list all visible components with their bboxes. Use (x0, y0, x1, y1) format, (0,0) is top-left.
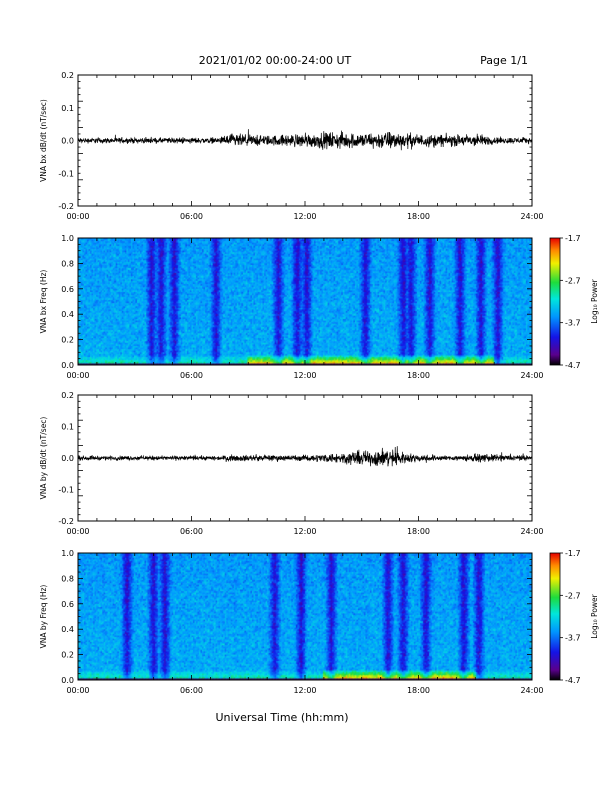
x-tick-label: 18:00 (407, 686, 430, 695)
colorbar-tick-label: -3.7 (565, 634, 581, 643)
y-axis-label: VNA bx Freq (Hz) (39, 270, 48, 334)
colorbar-tick-label: -4.7 (565, 361, 581, 370)
colorbar-tick-label: -1.7 (565, 549, 581, 558)
colorbar-by: -1.7 -2.7 -3.7 -4.7 Log₁₀ Power (549, 549, 599, 685)
colorbar-tick-label: -3.7 (565, 319, 581, 328)
x-tick-label: 06:00 (180, 371, 203, 380)
colorbar-tick-label: -2.7 (565, 591, 581, 600)
plot-frame (77, 394, 533, 522)
x-tick-label: 18:00 (407, 212, 430, 221)
x-tick-label: 18:00 (407, 371, 430, 380)
y-tick-label: 0.1 (61, 423, 74, 432)
colorbar-scale (549, 552, 561, 681)
y-tick-label: 0.4 (61, 310, 74, 319)
x-tick-label: 12:00 (293, 686, 316, 695)
y-axis-label: VNA bx dB/dt (nT/sec) (39, 99, 48, 182)
colorbar-bx: -1.7 -2.7 -3.7 -4.7 Log₁₀ Power (549, 234, 599, 370)
x-tick-label: 12:00 (293, 527, 316, 536)
spectrogram-image (78, 553, 532, 680)
by-spectrogram-panel: 1.0 0.8 0.6 0.4 0.2 0.000:00 06:00 12:00 18:00 24… (39, 549, 544, 695)
plot-frame (77, 237, 533, 366)
by-dbdt-panel: 0.2 0.1 0.0 -0.1 -0.200:00 06:00 12:00 18:00 24:… (39, 391, 544, 536)
y-axis-label: VNA by dB/dt (nT/sec) (39, 417, 48, 500)
y-tick-label: -0.1 (58, 486, 74, 495)
x-tick-label: 06:00 (180, 527, 203, 536)
plot-frame (77, 552, 533, 681)
y-tick-label: -0.1 (58, 169, 74, 178)
x-tick-label: 06:00 (180, 686, 203, 695)
bx-spectrogram-panel: 1.0 0.8 0.6 0.4 0.2 0.000:00 06:00 12:00 18:00 24… (39, 234, 544, 380)
x-tick-label: 24:00 (520, 212, 543, 221)
colorbar-label: Log₁₀ Power (590, 278, 599, 323)
colorbar-tick-label: -4.7 (565, 676, 581, 685)
y-tick-label: 0.6 (61, 600, 74, 609)
y-tick-label: 0.0 (61, 676, 74, 685)
x-tick-label: 12:00 (293, 212, 316, 221)
colorbar-tick-label: -1.7 (565, 234, 581, 243)
y-tick-label: 0.0 (61, 137, 74, 146)
y-tick-label: 0.2 (61, 391, 74, 400)
x-tick-label: 00:00 (66, 686, 89, 695)
y-tick-label: 0.0 (61, 361, 74, 370)
colorbar-scale (549, 237, 561, 366)
dbdt-trace (77, 129, 533, 151)
y-tick-label: 0.2 (61, 71, 74, 80)
x-tick-label: 24:00 (520, 371, 543, 380)
y-tick-label: -0.2 (58, 202, 74, 211)
colorbar-label: Log₁₀ Power (590, 593, 599, 638)
page-number: Page 1/1 (480, 54, 528, 67)
y-axis-label: VNA by Freq (Hz) (39, 585, 48, 649)
colorbar-tick-label: -2.7 (565, 276, 581, 285)
x-tick-label: 18:00 (407, 527, 430, 536)
x-tick-label: 00:00 (66, 212, 89, 221)
dbdt-trace (77, 446, 533, 467)
y-tick-label: 0.2 (61, 651, 74, 660)
plot-frame (77, 74, 533, 207)
spectrogram-image (78, 238, 532, 365)
y-tick-label: 1.0 (61, 234, 74, 243)
y-tick-label: 0.1 (61, 104, 74, 113)
y-tick-label: 0.4 (61, 625, 74, 634)
y-tick-label: 0.0 (61, 454, 74, 463)
y-tick-label: -0.2 (58, 517, 74, 526)
x-tick-label: 24:00 (520, 686, 543, 695)
y-tick-label: 1.0 (61, 549, 74, 558)
x-tick-label: 24:00 (520, 527, 543, 536)
bx-dbdt-panel: 0.2 0.1 0.0 -0.1 -0.200:00 06:00 12:00 18:00 24:… (39, 71, 544, 221)
y-tick-label: 0.8 (61, 574, 74, 583)
figure-title: 2021/01/02 00:00-24:00 UT (199, 54, 352, 67)
x-tick-label: 12:00 (293, 371, 316, 380)
y-tick-label: 0.6 (61, 285, 74, 294)
y-tick-label: 0.2 (61, 336, 74, 345)
x-tick-label: 06:00 (180, 212, 203, 221)
x-tick-label: 00:00 (66, 371, 89, 380)
y-tick-label: 0.8 (61, 259, 74, 268)
x-tick-label: 00:00 (66, 527, 89, 536)
x-axis-label: Universal Time (hh:mm) (216, 711, 349, 724)
